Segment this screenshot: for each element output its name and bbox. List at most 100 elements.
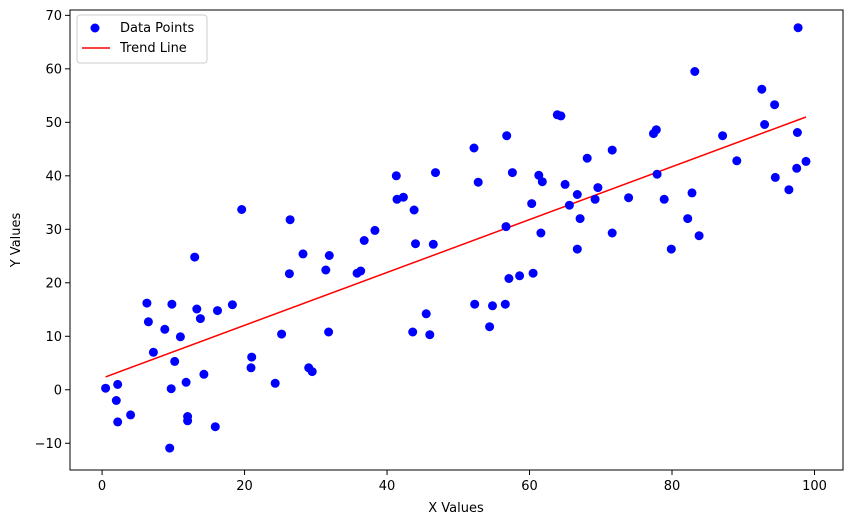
y-tick-label: 30 — [45, 223, 62, 238]
data-point — [784, 185, 794, 195]
data-point — [470, 299, 480, 309]
data-point — [391, 171, 401, 181]
data-point — [101, 383, 111, 393]
data-point — [181, 377, 191, 387]
data-point — [687, 188, 697, 198]
data-point — [507, 168, 517, 178]
data-point — [370, 225, 380, 235]
y-tick-label: 40 — [45, 169, 62, 184]
data-point — [593, 183, 603, 193]
data-point — [651, 125, 661, 135]
data-point — [572, 190, 582, 199]
x-tick-label: 20 — [236, 479, 253, 494]
data-point — [500, 299, 510, 309]
data-point — [324, 327, 334, 337]
data-point — [285, 215, 295, 225]
data-point — [237, 205, 247, 214]
data-point — [113, 417, 123, 427]
y-tick-label: −10 — [35, 437, 62, 452]
data-point — [560, 179, 570, 189]
data-point — [801, 156, 811, 166]
data-point — [409, 205, 419, 215]
data-point — [694, 231, 704, 241]
data-point — [793, 23, 803, 33]
data-point — [421, 309, 431, 319]
data-point — [757, 84, 767, 94]
data-point — [356, 266, 366, 276]
data-point — [359, 236, 369, 245]
data-point — [183, 416, 193, 426]
data-point — [428, 239, 438, 249]
y-tick-label: 50 — [45, 116, 62, 131]
x-tick-label: 80 — [664, 479, 681, 494]
data-point — [770, 172, 780, 182]
data-point — [190, 252, 200, 262]
data-point — [527, 199, 537, 209]
y-tick-label: 70 — [45, 9, 62, 24]
legend: Data Points Trend Line — [76, 14, 208, 64]
data-point — [528, 268, 538, 278]
data-point — [307, 367, 317, 377]
data-point — [113, 379, 123, 389]
data-point — [246, 363, 256, 373]
data-point — [624, 193, 634, 203]
y-axis-label: Y Values — [9, 213, 24, 269]
data-point — [683, 214, 693, 224]
data-point — [148, 347, 158, 357]
data-point — [607, 228, 617, 238]
data-point — [210, 422, 220, 432]
data-point — [170, 356, 180, 366]
x-tick-label: 60 — [521, 479, 538, 494]
data-point — [515, 271, 525, 281]
legend-label-trend-line: Trend Line — [119, 41, 187, 56]
x-tick-label: 40 — [379, 479, 396, 494]
data-point — [536, 228, 546, 238]
y-tick-label: 20 — [45, 276, 62, 291]
data-point — [284, 269, 294, 279]
data-point — [718, 131, 728, 141]
data-point — [321, 265, 331, 275]
data-point — [488, 301, 497, 311]
data-point — [298, 249, 308, 259]
data-point — [556, 111, 566, 121]
data-point — [473, 177, 483, 187]
data-point — [166, 384, 176, 394]
data-point — [425, 330, 435, 340]
data-point — [760, 120, 770, 129]
y-tick-label: 10 — [45, 330, 62, 345]
data-point — [485, 322, 495, 332]
data-point — [411, 239, 420, 249]
data-point — [398, 192, 408, 202]
data-point — [572, 244, 582, 254]
data-point — [564, 200, 574, 210]
data-point — [659, 194, 669, 204]
data-point — [732, 156, 742, 166]
data-point — [324, 251, 334, 260]
data-point — [408, 327, 418, 337]
plot-area — [70, 10, 843, 470]
legend-label-data-points: Data Points — [120, 21, 194, 36]
data-point — [575, 214, 585, 224]
data-point — [126, 410, 136, 420]
data-point — [770, 100, 780, 110]
x-tick-label: 100 — [802, 479, 827, 494]
x-axis-label: X Values — [428, 501, 484, 516]
data-point — [111, 396, 121, 405]
data-point — [504, 274, 514, 283]
data-point — [175, 332, 185, 342]
data-point — [160, 324, 170, 334]
data-point — [792, 128, 802, 137]
data-point — [590, 194, 600, 204]
data-point — [213, 306, 222, 316]
trend-line — [105, 116, 807, 378]
data-point — [469, 143, 479, 153]
x-tick-label: 0 — [98, 479, 106, 494]
data-point — [431, 168, 440, 178]
data-point — [195, 314, 205, 324]
data-point — [582, 153, 592, 163]
legend-box — [76, 14, 208, 64]
data-point — [165, 443, 175, 453]
data-point — [690, 67, 700, 76]
y-tick-label: 0 — [54, 383, 62, 398]
